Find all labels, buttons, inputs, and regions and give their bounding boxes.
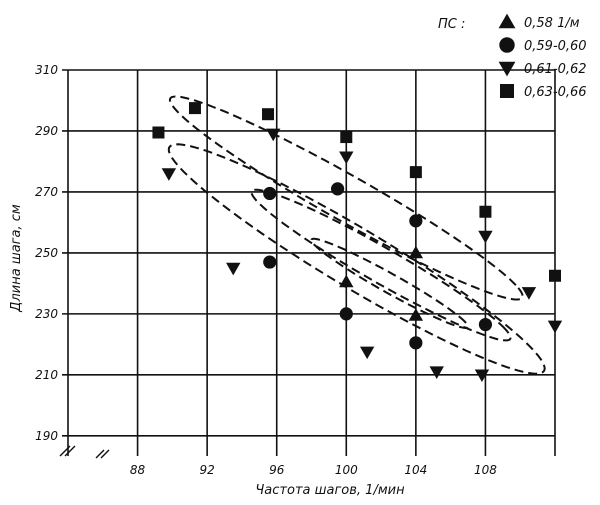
data-point	[408, 245, 424, 259]
data-point	[547, 320, 563, 334]
legend: ПС : 0,58 1/м 0,59-0,60 0,61-0,62 0,63-0,66	[438, 13, 587, 100]
y-axis-label: Длина шага, см	[9, 204, 24, 313]
data-point	[474, 369, 490, 383]
legend-label: 0,61-0,62	[524, 62, 587, 77]
legend-marker	[498, 13, 516, 29]
data-point	[408, 308, 424, 321]
data-point	[263, 186, 277, 201]
data-point	[263, 255, 277, 269]
data-point	[262, 108, 275, 121]
data-point	[152, 126, 165, 139]
data-point	[330, 182, 345, 196]
tick-labels: 88 92 96 100 104 108 190 210 230 250 270 290 310	[35, 63, 497, 477]
y-tick-label: 230	[35, 307, 58, 321]
axis-break-line	[100, 449, 110, 459]
x-tick-label: 88	[130, 463, 146, 477]
data-point	[359, 346, 375, 360]
x-tick-label: 104	[404, 463, 427, 477]
legend-label: 0,59-0,60	[524, 39, 587, 54]
y-tick-label: 210	[35, 368, 58, 382]
x-axis-label: Частота шагов, 1/мин	[255, 483, 405, 498]
data-point	[409, 336, 423, 350]
legend-marker	[500, 84, 514, 98]
x-tick-label: 92	[200, 463, 215, 477]
data-point	[188, 102, 201, 115]
series-contour	[168, 95, 524, 301]
series-contour	[250, 188, 512, 342]
legend-marker	[499, 37, 515, 53]
y-tick-label: 290	[35, 124, 58, 138]
data-point	[339, 151, 354, 165]
data-point	[549, 269, 561, 282]
data-point	[266, 128, 281, 142]
legend-title: ПС :	[438, 17, 465, 32]
data-point	[521, 287, 537, 300]
grid-lines	[62, 69, 556, 456]
data-point	[409, 214, 423, 228]
x-tick-label: 100	[335, 463, 358, 477]
data-markers	[152, 102, 563, 383]
y-tick-label: 310	[35, 63, 58, 77]
axis-break-mark	[59, 445, 110, 459]
series-contour	[167, 143, 546, 375]
data-point	[161, 168, 177, 181]
series-contour	[310, 237, 470, 330]
y-tick-label: 190	[35, 429, 58, 443]
data-point	[478, 230, 493, 244]
y-tick-label: 250	[35, 246, 58, 260]
axis-break-line	[95, 449, 105, 459]
data-point	[479, 205, 492, 218]
legend-label: 0,58 1/м	[524, 16, 580, 31]
data-point	[339, 307, 353, 321]
ellipse-contours	[167, 95, 546, 375]
axis-break-line	[64, 445, 76, 457]
data-point	[429, 366, 444, 379]
data-point	[340, 131, 353, 144]
axis-break-line	[59, 445, 71, 457]
data-point	[339, 274, 354, 288]
data-point	[226, 262, 241, 276]
x-tick-label: 96	[269, 463, 285, 477]
data-point	[409, 166, 422, 179]
legend-label: 0,63-0,66	[524, 85, 587, 100]
y-tick-label: 270	[35, 185, 58, 199]
legend-marker	[498, 61, 516, 77]
x-tick-label: 108	[474, 463, 497, 477]
data-point	[478, 317, 493, 332]
